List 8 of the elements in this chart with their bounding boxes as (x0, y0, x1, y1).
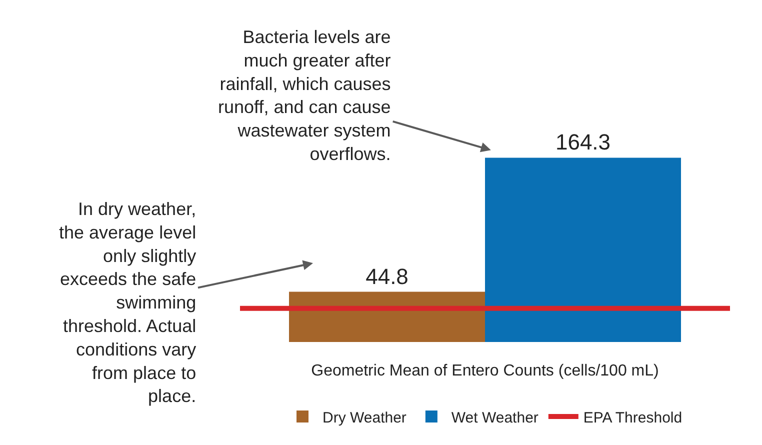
data-label: 44.8 (366, 264, 408, 289)
data-label: 164.3 (555, 130, 611, 155)
annotation: Bacteria levels are much greater after rainfall, which causes runoff, and can cause wastewater system overflows. (218, 27, 391, 164)
legend-label: Dry Weather (322, 409, 406, 426)
legend-label: Wet Weather (451, 409, 538, 426)
legend-label: EPA Threshold (583, 409, 682, 426)
x-axis-title: Geometric Mean of Entero Counts (cells/100 mL) (311, 362, 659, 380)
text: In dry weather, the average level only slightly exceeds the safe swimming threshold. Actual conditions vary from place to place. (59, 199, 196, 406)
